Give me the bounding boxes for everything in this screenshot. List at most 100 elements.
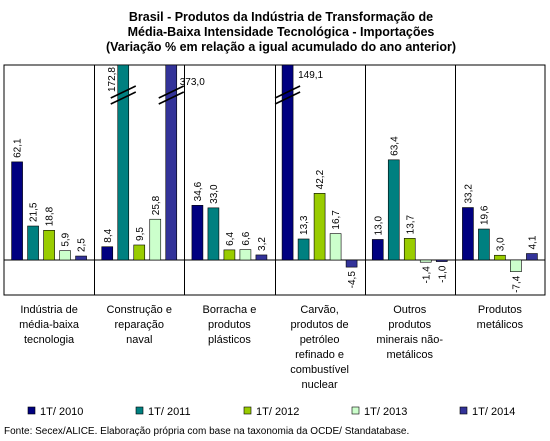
bar: [419, 259, 432, 263]
data-label: 4,1: [527, 235, 538, 249]
bar: [165, 64, 178, 261]
data-label: 6,4: [225, 232, 236, 246]
bar: [75, 255, 87, 261]
category-label: plásticos: [208, 334, 251, 346]
axis-break-mark: [274, 91, 301, 105]
legend-swatch: [243, 406, 252, 415]
axis-break-mark: [274, 85, 301, 99]
data-label: 373,0: [180, 77, 205, 88]
bar: [313, 193, 326, 261]
chart-title-line: (Variação % em relação a igual acumulado…: [106, 40, 456, 54]
axis-break-mark: [158, 91, 185, 105]
data-label: 62,1: [13, 138, 24, 158]
bar: [435, 259, 448, 262]
bar: [387, 159, 400, 261]
category-label: combustível: [290, 364, 349, 376]
category-label: média-baixa: [19, 319, 80, 331]
data-label: 19,6: [479, 205, 490, 225]
value-labels: 62,1 21,5 18,8 5,9 2,5 8,4 172,8 9,5 25,8 373,0 34…: [13, 67, 539, 293]
data-label: 13,3: [299, 215, 310, 235]
axis-breaks: [110, 85, 301, 105]
category-label: Carvão,: [300, 304, 339, 316]
data-label: -1,0: [437, 265, 448, 283]
plot-area-frame: [3, 64, 546, 296]
data-label: 25,8: [151, 195, 162, 215]
data-label: 42,2: [315, 169, 326, 189]
data-label: -7,4: [511, 275, 522, 293]
category-label: metálicos: [477, 319, 524, 331]
category-label: tecnologia: [24, 334, 75, 346]
category-labels: Indústria de média-baixa tecnologia Constru…: [19, 304, 524, 391]
data-label: 34,6: [193, 181, 204, 201]
bar: [255, 254, 268, 261]
bar: [239, 249, 252, 261]
bar: [494, 254, 506, 261]
bar: [510, 259, 522, 272]
data-label: 3,2: [257, 237, 268, 251]
data-label: 13,0: [373, 216, 384, 236]
category-label: naval: [126, 334, 152, 346]
category-label: produtos: [388, 319, 431, 331]
category-label: metálicos: [387, 349, 434, 361]
source-note: Fonte: Secex/ALICE. Elaboração própria c…: [4, 426, 409, 437]
category-label: refinado e: [295, 349, 344, 361]
axis-break-mark: [158, 85, 185, 99]
category-label: Produtos: [478, 304, 523, 316]
category-dividers: [94, 65, 456, 295]
bar: [59, 250, 71, 261]
data-label: 18,8: [45, 206, 56, 226]
bar: [526, 253, 538, 261]
data-label: 33,0: [209, 184, 220, 204]
chart-title-line: Brasil - Produtos da Indústria de Transf…: [129, 10, 433, 24]
data-label: 13,7: [405, 214, 416, 234]
category-label: nuclear: [302, 379, 338, 391]
data-label: 2,5: [77, 238, 88, 252]
category-label: reparação: [114, 319, 164, 331]
bar: [371, 239, 384, 261]
data-label: 16,7: [331, 210, 342, 230]
bar: [462, 207, 474, 261]
category-label: Borracha e: [203, 304, 257, 316]
data-label: 6,6: [241, 231, 252, 245]
data-label: 3,0: [495, 237, 506, 251]
legend-swatch: [351, 406, 360, 415]
legend-label: 1T/ 2010: [40, 406, 83, 418]
data-label: -1,4: [421, 266, 432, 284]
data-label: 21,5: [29, 202, 40, 222]
bar: [191, 205, 204, 261]
bar: [43, 229, 55, 261]
bar: [207, 207, 220, 261]
data-label: 33,2: [463, 184, 474, 204]
category-label: Indústria de: [20, 304, 77, 316]
legend-swatch: [27, 406, 36, 415]
bar: [11, 161, 23, 261]
legend-label: 1T/ 2011: [148, 406, 191, 418]
axis-break-mark: [110, 91, 137, 105]
legend-label: 1T/ 2013: [364, 406, 407, 418]
bar: [478, 228, 490, 261]
category-label: produtos: [208, 319, 251, 331]
bars: [11, 64, 538, 272]
chart-title-line: Média-Baixa Intensidade Tecnológica - Im…: [128, 25, 435, 39]
axis-break-mark: [110, 85, 137, 99]
bar: [101, 246, 114, 261]
bar: [117, 64, 130, 261]
bar: [133, 244, 146, 261]
data-label: 9,5: [135, 227, 146, 241]
bar: [149, 218, 162, 261]
data-label: 8,4: [103, 228, 114, 242]
legend-label: 1T/ 2014: [472, 406, 515, 418]
bar: [27, 225, 39, 261]
category-label: produtos de: [291, 319, 349, 331]
category-label: minerais não-: [376, 334, 443, 346]
legend: 1T/ 2010 1T/ 2011 1T/ 2012 1T/ 2013 1T/ 2014: [27, 406, 515, 418]
category-label: Outros: [393, 304, 427, 316]
data-label: 63,4: [389, 136, 400, 156]
data-label: -4,5: [347, 271, 358, 289]
legend-swatch: [135, 406, 144, 415]
bar: [329, 233, 342, 261]
data-label: 5,9: [61, 232, 72, 246]
legend-swatch: [459, 406, 468, 415]
bar: [403, 238, 416, 261]
